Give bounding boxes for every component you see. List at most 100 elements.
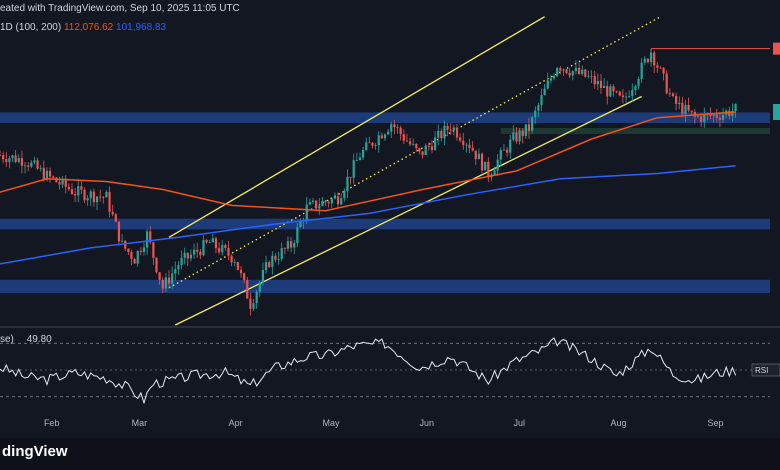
level-band-0 [500,128,770,135]
candle-body [221,244,224,253]
candle-body [590,75,593,77]
candle-body [452,127,455,131]
candle-body [139,250,142,253]
candle-body [459,137,462,141]
candle-body [462,140,465,145]
candle-body [39,167,42,169]
candle-body [299,221,302,228]
candle-body [612,86,615,92]
candle-body [368,142,371,144]
candle-body [286,241,290,249]
candle-body [621,95,624,98]
high-price-tag [773,42,780,55]
candle-body [656,65,659,68]
candle-body [61,178,64,185]
candle-body [593,76,596,85]
ema100-line [0,111,736,212]
rsi-legend[interactable]: se) 49.80 [0,334,52,345]
candle-body [696,116,700,118]
candle-body [264,262,268,271]
tradingview-logo[interactable]: dingView [2,443,68,460]
candle-body [227,248,230,256]
candle-body [543,88,546,96]
candle-body [343,190,346,199]
x-tick-label: Apr [229,418,243,428]
candle-body [609,86,612,97]
ema-legend-label: 1D (100, 200) [0,22,62,33]
candle-body [23,165,27,167]
candle-body [130,252,133,259]
channel-line-lower [174,95,642,326]
candle-body [509,139,512,153]
candle-body [155,257,158,273]
candle-body [449,129,452,131]
candle-body [349,176,352,178]
candle-body [274,255,277,260]
support-zone-1 [0,218,770,230]
candle-body [318,205,321,209]
candle-body [640,62,643,79]
ema-legend[interactable]: 1D (100, 200) 112,076.62 101,968.83 [0,22,166,33]
candle-body [512,132,515,140]
candle-body [305,204,308,221]
candle-body [624,96,628,98]
rsi-legend-label: se) [0,334,14,345]
candle-body [58,182,61,185]
candle-body [199,251,202,256]
candle-body [599,80,603,88]
candle-body [164,277,167,289]
candle-body [440,130,443,139]
x-tick-label: Aug [610,418,626,428]
candle-body [487,161,490,178]
candle-body [296,227,299,244]
candle-body [83,189,86,201]
x-tick-label: Mar [132,418,148,428]
candle-body [446,125,449,130]
candle-body [218,248,221,253]
candle-body [214,238,218,249]
candle-body [340,198,343,205]
candle-body [315,200,318,209]
candle-body [521,130,524,137]
candle-body [355,160,358,161]
candle-body [678,102,681,104]
candle-body [396,127,399,128]
header-caption: eated with TradingView.com, Sep 10, 2025… [0,3,240,14]
candle-body [230,255,233,263]
candle-body [374,145,377,146]
candle-body [205,240,208,243]
candle-body [99,196,102,198]
rsi-line [0,337,737,405]
rsi-tag-label: RSI [755,366,768,375]
candle-body [408,141,412,145]
rsi-tag-box [751,363,780,377]
candle-body [277,259,280,260]
candle-body [684,104,687,115]
candle-body [192,249,196,255]
candle-body [418,148,421,152]
chart-header-line: eated with TradingView.com, Sep 10, 2025… [0,3,240,14]
candle-body [95,196,99,203]
candle-body [603,85,606,88]
ema200-line [0,164,736,265]
candle-body [105,191,108,198]
candle-body [734,103,737,112]
candle-body [515,132,518,142]
candle-body [152,242,155,258]
candle-body [587,75,590,77]
candle-body [268,262,271,267]
candle-body [383,134,387,139]
candle-body [674,95,678,104]
candle-body [571,71,574,76]
candle-body [2,155,5,160]
candle-body [421,151,424,155]
candle-body [524,124,527,137]
candle-body [258,282,261,292]
candle-body [111,211,114,215]
candle-body [390,124,393,132]
candle-body [8,158,11,163]
candle-body [70,189,74,194]
candle-body [412,143,415,145]
candle-body [293,243,296,248]
